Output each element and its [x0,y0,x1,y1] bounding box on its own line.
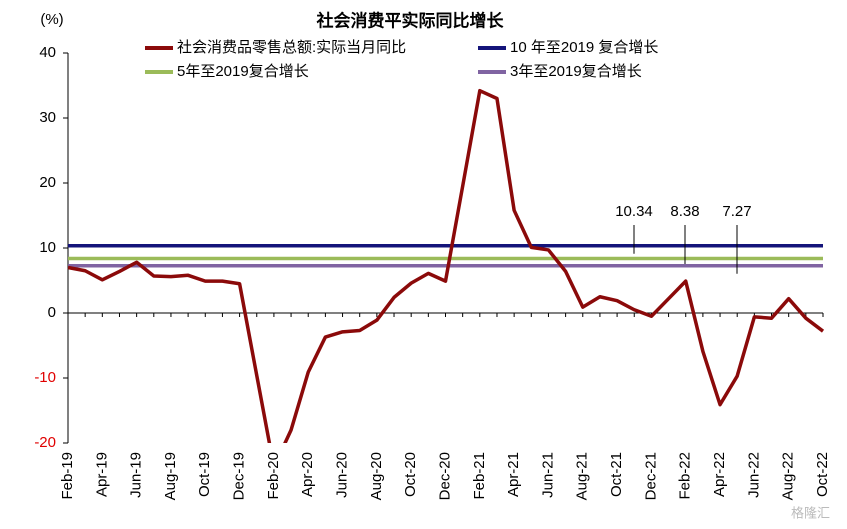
x-tick-label: Oct-19 [196,452,213,497]
x-tick-label: Aug-22 [780,452,797,500]
y-tick-label: 10 [39,239,56,256]
x-tick-label: Apr-20 [299,452,316,497]
x-tick-label: Dec-20 [436,452,453,500]
x-tick-label: Jun-21 [539,452,556,498]
legend-label: 3年至2019复合增长 [510,62,642,80]
y-unit-label: (%) [40,11,63,28]
x-tick-label: Apr-22 [711,452,728,497]
x-tick-label: Dec-19 [231,452,248,500]
annotation: 8.38 [670,203,699,220]
x-tick-label: Dec-21 [642,452,659,500]
x-tick-label: Aug-19 [162,452,179,500]
x-tick-label: Aug-20 [368,452,385,500]
x-tick-label: Oct-22 [814,452,831,497]
y-tick-label: 0 [48,304,56,321]
legend-label: 5年至2019复合增长 [177,62,309,80]
y-tick-label: 20 [39,174,56,191]
x-tick-label: Feb-21 [471,452,488,500]
y-tick-label: -10 [34,369,56,386]
legend-label: 社会消费品零售总额:实际当月同比 [177,39,406,56]
plot-area [67,88,825,443]
chart-title: 社会消费平实际同比增长 [316,10,505,30]
x-tick-label: Jun-19 [128,452,145,498]
x-tick-label: Apr-19 [93,452,110,497]
x-tick-label: Feb-20 [265,452,282,500]
y-tick-label: 30 [39,109,56,126]
y-tick-label: -20 [34,434,56,451]
legend-label: 10 年至2019 复合增长 [510,38,658,56]
watermark: 格隆汇 [791,505,830,520]
x-tick-label: Jun-22 [745,452,762,498]
series-line [67,88,825,443]
x-tick-label: Feb-19 [59,452,76,500]
x-tick-label: Jun-20 [334,452,351,498]
x-tick-label: Aug-21 [574,452,591,500]
x-tick-label: Oct-21 [608,452,625,497]
x-tick-label: Feb-22 [677,452,694,500]
annotation: 10.34 [615,203,653,220]
annotation: 7.27 [722,203,751,220]
x-tick-label: Oct-20 [402,452,419,497]
y-tick-label: 40 [39,44,56,61]
x-tick-label: Apr-21 [505,452,522,497]
